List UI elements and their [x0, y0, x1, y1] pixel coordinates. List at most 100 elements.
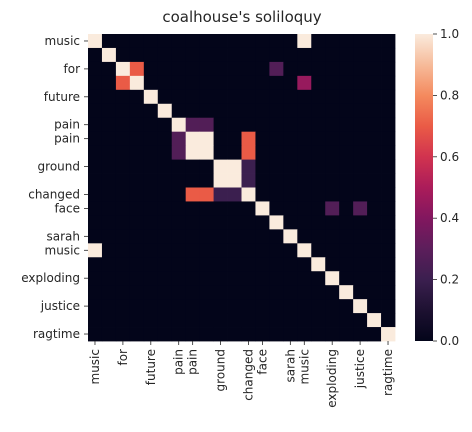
heatmap-cell [129, 61, 145, 77]
y-tick-label: music [45, 243, 80, 257]
heatmap-cells [88, 34, 396, 342]
heatmap-cell [283, 103, 298, 119]
heatmap-cell [213, 103, 228, 119]
heatmap-cell [241, 187, 256, 202]
heatmap-cell [297, 173, 312, 188]
heatmap-cell [311, 229, 326, 244]
heatmap-cell [353, 103, 368, 119]
heatmap-cell [88, 257, 103, 272]
heatmap-cell [213, 117, 228, 133]
heatmap-cell [241, 271, 256, 286]
colorbar-tick-label: 0.2 [440, 273, 459, 287]
heatmap-cell [367, 145, 382, 160]
heatmap-cell [283, 89, 298, 105]
heatmap-cell [339, 229, 354, 244]
heatmap-cell [255, 75, 270, 91]
heatmap-cell [339, 131, 354, 147]
chart-title: coalhouse's soliloquy [162, 8, 321, 26]
heatmap-cell [171, 313, 187, 328]
heatmap-cell [157, 61, 173, 77]
heatmap-cell [101, 117, 117, 133]
heatmap-cell [325, 34, 340, 49]
heatmap-cell [185, 327, 201, 342]
heatmap-cell [199, 75, 214, 91]
colorbar-ticks: 0.0 0.2 0.4 0.6 0.8 1.0 [433, 27, 459, 348]
heatmap-cell [185, 61, 201, 77]
heatmap-cell [325, 145, 340, 160]
heatmap-cell [171, 61, 187, 77]
heatmap-cell [283, 313, 298, 328]
heatmap-cell [241, 215, 256, 230]
heatmap-cell [227, 47, 242, 63]
heatmap-cell [157, 229, 173, 244]
heatmap-cell [213, 257, 228, 272]
heatmap-cell [269, 131, 284, 147]
heatmap-cell [367, 75, 382, 91]
heatmap-cell [227, 299, 242, 314]
heatmap-cell [199, 145, 214, 160]
heatmap-cell [101, 187, 117, 202]
heatmap-cell [157, 299, 173, 314]
heatmap-cell [339, 313, 354, 328]
heatmap-cell [101, 215, 117, 230]
heatmap-cell [255, 327, 270, 342]
y-tick-label: future [44, 90, 80, 104]
heatmap-cell [143, 75, 159, 91]
heatmap-cell [129, 131, 145, 147]
heatmap-cell [241, 47, 256, 63]
heatmap-cell [283, 159, 298, 174]
heatmap-cell [101, 229, 117, 244]
heatmap-cell [185, 299, 201, 314]
heatmap-cell [171, 47, 187, 63]
heatmap-cell [269, 285, 284, 300]
heatmap-cell [101, 61, 117, 77]
heatmap-cell [283, 215, 298, 230]
heatmap-cell [255, 215, 270, 230]
heatmap-cell [297, 215, 312, 230]
heatmap-cell [157, 117, 173, 133]
heatmap-cell [171, 327, 187, 342]
heatmap-cell [88, 173, 103, 188]
heatmap-cell [255, 257, 270, 272]
heatmap-cell [311, 159, 326, 174]
heatmap-cell [353, 47, 368, 63]
heatmap-cell [339, 34, 354, 49]
heatmap-cell [325, 299, 340, 314]
y-tick-label: ragtime [33, 327, 80, 341]
heatmap-cell [367, 229, 382, 244]
heatmap-cell [88, 117, 103, 133]
heatmap-cell [283, 61, 298, 77]
heatmap-cell [311, 313, 326, 328]
heatmap-cell [311, 271, 326, 286]
heatmap-cell [241, 34, 256, 49]
heatmap-cell [171, 34, 187, 49]
heatmap-cell [171, 229, 187, 244]
heatmap-cell [227, 285, 242, 300]
heatmap-cell [367, 131, 382, 147]
heatmap-cell [381, 75, 396, 91]
heatmap-cell [311, 299, 326, 314]
heatmap-cell [227, 201, 242, 216]
heatmap-cell [283, 131, 298, 147]
heatmap-cell [88, 285, 103, 300]
heatmap-cell [297, 159, 312, 174]
heatmap-cell [213, 271, 228, 286]
heatmap-cell [157, 103, 173, 119]
heatmap-cell [115, 187, 131, 202]
heatmap-cell [241, 257, 256, 272]
heatmap-cell [269, 34, 284, 49]
heatmap-cell [143, 131, 159, 147]
heatmap-cell [283, 243, 298, 258]
heatmap-cell [297, 145, 312, 160]
heatmap-cell [227, 89, 242, 105]
heatmap-cell [115, 103, 131, 119]
heatmap-cell [129, 187, 145, 202]
heatmap-cell [227, 243, 242, 258]
heatmap-cell [129, 89, 145, 105]
heatmap-cell [88, 271, 103, 286]
heatmap-cell [325, 159, 340, 174]
heatmap-cell [227, 229, 242, 244]
heatmap-cell [255, 159, 270, 174]
heatmap-cell [129, 215, 145, 230]
heatmap-cell [311, 131, 326, 147]
